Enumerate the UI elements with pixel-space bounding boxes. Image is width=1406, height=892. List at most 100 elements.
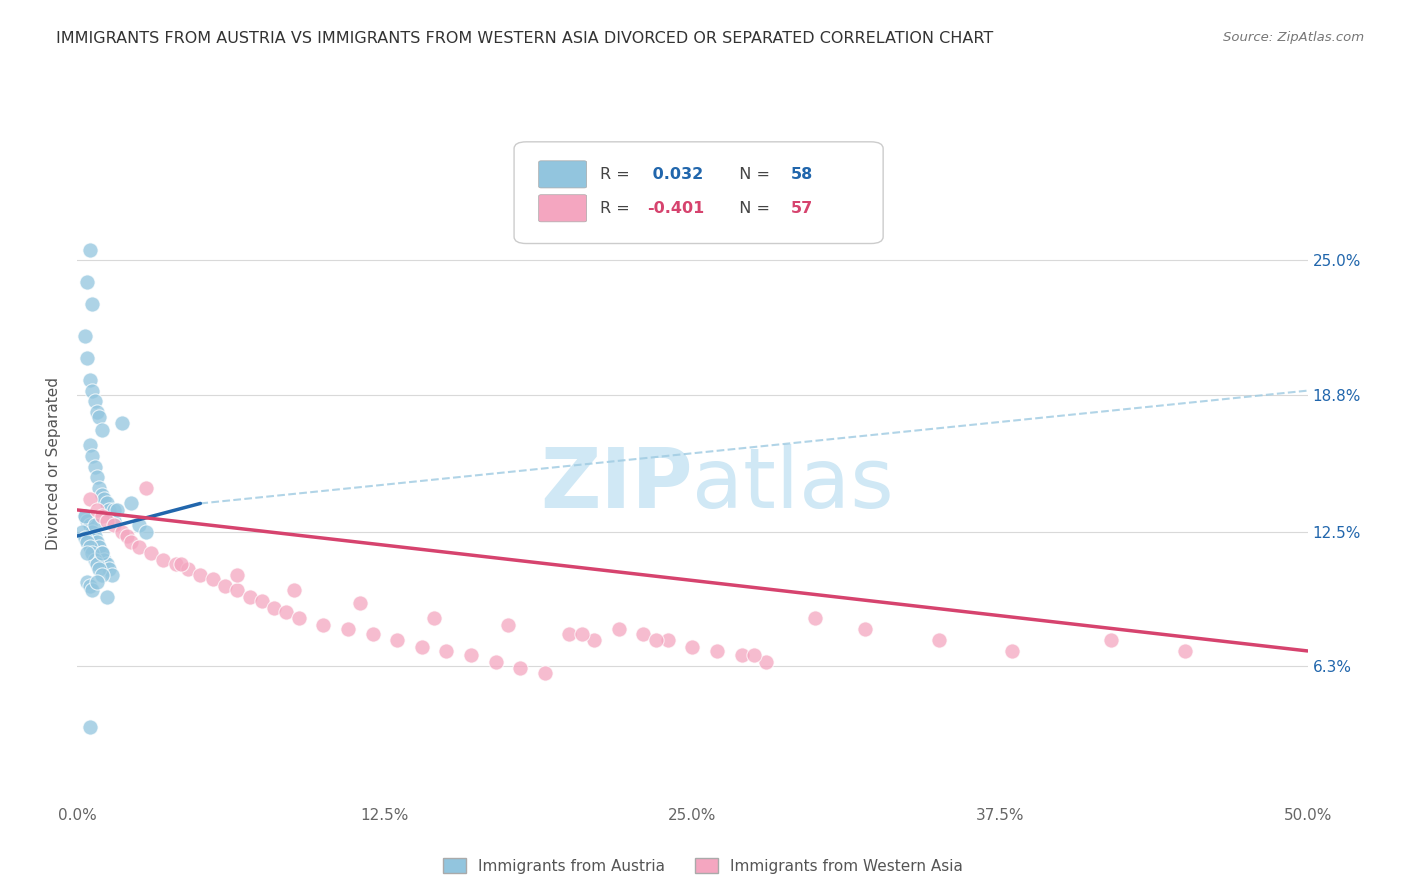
Point xyxy=(73,509,96,524)
Point xyxy=(755,655,778,669)
Point xyxy=(226,583,249,598)
Text: 0.032: 0.032 xyxy=(647,167,703,182)
Point xyxy=(79,540,101,554)
Point xyxy=(135,481,157,495)
Point xyxy=(1099,633,1122,648)
Point xyxy=(89,540,111,554)
Point xyxy=(86,557,108,571)
Point xyxy=(423,611,446,625)
Point xyxy=(111,524,134,539)
Point xyxy=(534,665,557,680)
FancyBboxPatch shape xyxy=(538,161,586,188)
Point xyxy=(128,540,150,554)
Point xyxy=(165,557,187,571)
Point xyxy=(170,557,193,571)
Point xyxy=(509,661,531,675)
Text: 57: 57 xyxy=(792,201,813,216)
Point xyxy=(349,596,371,610)
Point xyxy=(90,546,114,560)
Point xyxy=(86,535,108,549)
Point xyxy=(103,514,125,528)
Point xyxy=(76,275,98,289)
Point xyxy=(76,514,98,528)
Point xyxy=(742,648,765,663)
Point xyxy=(496,618,519,632)
Point xyxy=(83,459,105,474)
Text: Source: ZipAtlas.com: Source: ZipAtlas.com xyxy=(1223,31,1364,45)
Point xyxy=(86,574,108,589)
Point xyxy=(96,496,118,510)
Point xyxy=(70,524,93,539)
Text: 58: 58 xyxy=(792,167,813,182)
Point xyxy=(105,503,128,517)
Point xyxy=(96,514,118,528)
Point xyxy=(90,423,114,437)
Point xyxy=(571,626,593,640)
Point xyxy=(73,509,96,524)
FancyBboxPatch shape xyxy=(515,142,883,244)
Point xyxy=(411,640,433,654)
Point xyxy=(86,470,108,484)
Point xyxy=(82,546,104,560)
Point xyxy=(177,561,200,575)
Point xyxy=(276,605,298,619)
Point xyxy=(583,633,606,648)
Point xyxy=(82,297,104,311)
Point xyxy=(96,557,118,571)
Point xyxy=(98,561,121,575)
Point xyxy=(76,535,98,549)
Point xyxy=(76,546,98,560)
Text: R =: R = xyxy=(600,167,636,182)
Point xyxy=(76,351,98,365)
Point xyxy=(128,518,150,533)
Point xyxy=(96,590,118,604)
Text: N =: N = xyxy=(730,167,776,182)
Point xyxy=(89,409,111,424)
Point xyxy=(83,518,105,533)
Point xyxy=(103,503,125,517)
Point xyxy=(706,644,728,658)
Legend: Immigrants from Austria, Immigrants from Western Asia: Immigrants from Austria, Immigrants from… xyxy=(436,852,970,880)
Point xyxy=(558,626,581,640)
Point xyxy=(101,568,124,582)
Point xyxy=(82,524,104,539)
Point xyxy=(644,633,666,648)
Point xyxy=(682,640,704,654)
Point xyxy=(141,546,163,560)
Point xyxy=(79,438,101,452)
Point xyxy=(79,492,101,507)
Point xyxy=(86,503,108,517)
Point xyxy=(82,449,104,463)
Point xyxy=(312,618,335,632)
Point xyxy=(250,594,273,608)
Point xyxy=(98,503,121,517)
Point xyxy=(103,518,125,533)
Text: IMMIGRANTS FROM AUSTRIA VS IMMIGRANTS FROM WESTERN ASIA DIVORCED OR SEPARATED CO: IMMIGRANTS FROM AUSTRIA VS IMMIGRANTS FR… xyxy=(56,31,994,46)
Point xyxy=(436,644,458,658)
Point xyxy=(79,720,101,734)
Point xyxy=(90,568,114,582)
Point xyxy=(89,481,111,495)
Point xyxy=(79,518,101,533)
Point xyxy=(283,583,305,598)
Point xyxy=(73,329,96,343)
Text: R =: R = xyxy=(600,201,636,216)
Point xyxy=(288,611,311,625)
Point xyxy=(361,626,384,640)
Point xyxy=(79,579,101,593)
Text: ZIP: ZIP xyxy=(540,443,693,524)
Y-axis label: Divorced or Separated: Divorced or Separated xyxy=(46,377,62,550)
FancyBboxPatch shape xyxy=(538,194,586,222)
Point xyxy=(76,574,98,589)
Point xyxy=(73,531,96,545)
Point xyxy=(804,611,827,625)
Point xyxy=(928,633,950,648)
Point xyxy=(853,622,876,636)
Point xyxy=(633,626,655,640)
Point xyxy=(79,373,101,387)
Point xyxy=(82,583,104,598)
Point xyxy=(1001,644,1024,658)
Point xyxy=(90,488,114,502)
Point xyxy=(657,633,679,648)
Point xyxy=(190,568,212,582)
